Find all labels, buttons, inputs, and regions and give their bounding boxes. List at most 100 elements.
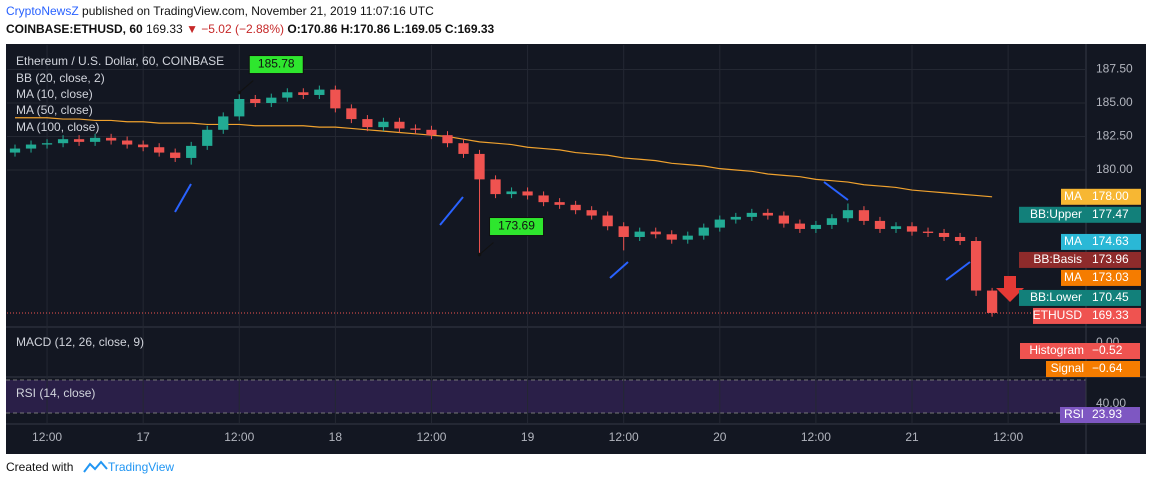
price-tag-value: 178.00 bbox=[1092, 189, 1129, 203]
x-tick-label: 12:00 bbox=[993, 430, 1023, 444]
candle-body bbox=[954, 236, 966, 241]
candle-body bbox=[938, 232, 950, 237]
candle-body bbox=[922, 231, 934, 233]
candle-body bbox=[650, 231, 661, 235]
candle-body bbox=[122, 140, 133, 145]
price-tag bbox=[1061, 233, 1141, 250]
x-tick-label: 12:00 bbox=[32, 430, 62, 444]
histogram-tag bbox=[1020, 343, 1140, 359]
histogram-name: Histogram bbox=[1029, 343, 1084, 357]
candle-body bbox=[698, 227, 709, 236]
candle-body bbox=[89, 137, 101, 142]
candle-body bbox=[522, 191, 533, 196]
candle-body bbox=[73, 139, 85, 142]
candle-body bbox=[842, 210, 854, 219]
ma-line bbox=[15, 117, 993, 198]
candle-body bbox=[586, 210, 597, 216]
arrow bbox=[945, 261, 971, 281]
price-tag-name: ETHUSD bbox=[1033, 308, 1083, 322]
price-tag-value: 173.03 bbox=[1092, 270, 1129, 284]
candle-body bbox=[490, 179, 501, 195]
price-tag bbox=[1061, 188, 1141, 205]
last: 169.33 bbox=[146, 22, 183, 36]
author[interactable]: CryptoNewsZ bbox=[6, 4, 79, 18]
candle-body bbox=[25, 144, 37, 149]
price-tag-value: 173.96 bbox=[1092, 252, 1129, 266]
annotation-dot bbox=[237, 90, 242, 95]
candle-body bbox=[602, 215, 613, 227]
indicator-legend: MA (50, close) bbox=[16, 103, 93, 117]
candle-body bbox=[314, 89, 325, 95]
arrows bbox=[174, 181, 971, 281]
macd-title: MACD (12, 26, close, 9) bbox=[16, 335, 144, 349]
annotation-pointer bbox=[479, 242, 494, 255]
arrow bbox=[174, 183, 192, 213]
footer-created: Created with bbox=[6, 460, 73, 474]
candle-body bbox=[762, 212, 773, 216]
header-line-2: COINBASE:ETHUSD, 60 169.33 ▼ −5.02 (−2.8… bbox=[6, 22, 495, 36]
candle-body bbox=[826, 218, 838, 225]
candle-body bbox=[682, 235, 693, 240]
arrow bbox=[823, 181, 849, 201]
rsi-level: 40.00 bbox=[1096, 396, 1126, 410]
indicator-legend: MA (10, close) bbox=[16, 87, 93, 101]
open: O:170.86 bbox=[287, 22, 337, 36]
histogram-value: −0.52 bbox=[1092, 343, 1123, 357]
annotation-label: 185.78 bbox=[258, 57, 295, 71]
indicator-legend: MA (100, close) bbox=[16, 120, 99, 134]
price-tag-name: MA bbox=[1064, 234, 1082, 248]
candle-body bbox=[570, 204, 581, 211]
candle-body bbox=[57, 139, 69, 144]
arrow bbox=[439, 196, 464, 226]
y-tick-label: 182.50 bbox=[1096, 129, 1133, 143]
candle-body bbox=[554, 202, 565, 205]
candle-body bbox=[794, 223, 806, 229]
signal-tag bbox=[1046, 361, 1140, 377]
candle-body bbox=[778, 215, 789, 224]
plot: 185.78 173.69 bbox=[7, 45, 1085, 424]
chart-title: Ethereum / U.S. Dollar, 60, COINBASE bbox=[16, 54, 224, 68]
price-tag bbox=[1061, 269, 1141, 286]
brand-logo bbox=[83, 460, 108, 473]
candle-body bbox=[154, 147, 165, 153]
candle-body bbox=[41, 143, 53, 145]
candle-body bbox=[714, 219, 725, 228]
candle-body bbox=[874, 220, 886, 229]
rsi-name: RSI bbox=[1064, 407, 1084, 421]
annotation-pointer bbox=[238, 80, 254, 93]
price-tag-value: 170.45 bbox=[1092, 290, 1129, 304]
candle-body bbox=[810, 224, 822, 229]
candle-body bbox=[362, 119, 373, 128]
x-tick-label: 12:00 bbox=[224, 430, 254, 444]
indicator-legend: BB (20, close, 2) bbox=[16, 71, 105, 85]
candle-body bbox=[298, 92, 309, 95]
price-tag-name: MA bbox=[1064, 189, 1082, 203]
candle-body bbox=[538, 195, 549, 203]
price-tag bbox=[1019, 251, 1141, 268]
price-tag-value: 177.47 bbox=[1092, 207, 1129, 221]
down-arrow bbox=[996, 276, 1024, 302]
candle-body bbox=[170, 152, 181, 158]
annotation-dot bbox=[477, 252, 482, 257]
candle-body bbox=[506, 191, 517, 195]
candle-body bbox=[250, 98, 261, 104]
high: H:170.86 bbox=[341, 22, 391, 36]
candle-body bbox=[138, 144, 149, 148]
price-tag-name: BB:Upper bbox=[1030, 207, 1082, 221]
candle-body bbox=[458, 143, 469, 154]
candle-body bbox=[266, 97, 277, 104]
candle-body bbox=[634, 231, 645, 237]
candle-body bbox=[186, 145, 197, 158]
symbol: COINBASE:ETHUSD, 60 bbox=[6, 22, 143, 36]
annotation-label: 173.69 bbox=[498, 219, 535, 233]
annotation-box bbox=[248, 55, 304, 75]
candle-body bbox=[394, 121, 405, 129]
arrow bbox=[609, 261, 629, 279]
candle-body bbox=[970, 241, 982, 291]
signal-value: −0.64 bbox=[1092, 361, 1123, 375]
footer-brand[interactable]: TradingView bbox=[108, 460, 174, 474]
x-tick-label: 20 bbox=[713, 430, 727, 444]
low: L:169.05 bbox=[393, 22, 441, 36]
rsi-value: 23.93 bbox=[1092, 407, 1122, 421]
candle-body bbox=[218, 116, 229, 130]
